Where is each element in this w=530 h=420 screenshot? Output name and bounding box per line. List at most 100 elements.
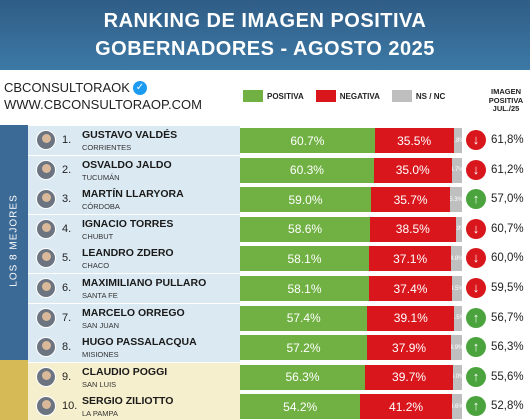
governor-province: SAN LUIS [82,380,116,389]
positive-bar: 58.6% [240,217,370,242]
positive-bar: 60.3% [240,158,374,183]
governor-avatar [36,219,56,239]
nsnc-bar: 2.9% [456,217,462,242]
governor-province: CHACO [82,261,109,270]
governor-avatar [36,367,56,387]
legend-positive: POSITIVA [243,90,304,102]
rank-number: 3. [62,193,71,205]
governor-name: MAXIMILIANO PULLARO [82,277,206,289]
governor-province: CÓRDOBA [82,202,120,211]
title-line-1: RANKING DE IMAGEN POSITIVA [0,10,530,33]
title-line-2: GOBERNADORES - AGOSTO 2025 [0,38,530,61]
governor-province: CORRIENTES [82,143,131,152]
governor-avatar [36,130,56,150]
legend-negative: NEGATIVA [316,90,380,102]
nsnc-bar: 4.6% [452,394,462,419]
governor-name: MARCELO ORREGO [82,307,185,319]
negative-bar: 41.2% [360,394,451,419]
legend: POSITIVA NEGATIVA NS / NC [243,90,457,102]
arrow-down-icon: ↓ [466,130,486,150]
nsnc-bar: 4.0% [453,365,462,390]
governor-province: MISIONES [82,350,119,359]
arrow-down-icon: ↓ [466,219,486,239]
governor-name: CLAUDIO POGGI [82,366,167,378]
rank-number: 9. [62,371,71,383]
legend-nsnc: NS / NC [392,90,445,102]
rank-number: 7. [62,312,71,324]
arrow-up-icon: ↑ [466,189,486,209]
negative-bar: 35.0% [374,158,452,183]
previous-score-header-line3: JUL./25 [482,105,530,114]
governor-avatar [36,308,56,328]
previous-positive-score: 56,7% [491,312,524,324]
nsnc-bar: 4.7% [452,158,462,183]
governor-province: LA PAMPA [82,409,118,418]
governor-avatar [36,160,56,180]
legend-nsnc-swatch [392,90,412,102]
arrow-up-icon: ↑ [466,308,486,328]
rank-number: 2. [62,164,71,176]
rank-number: 4. [62,223,71,235]
nsnc-bar: 3.5% [454,306,462,331]
negative-bar: 39.7% [365,365,453,390]
governor-name: MARTÍN LLARYORA [82,188,184,200]
legend-positive-swatch [243,90,263,102]
negative-bar: 38.5% [370,217,455,242]
brand-handle-text: CBCONSULTORAOK [4,80,130,95]
previous-positive-score: 60,0% [491,252,524,264]
governor-name: OSVALDO JALDO [82,159,172,171]
governor-province: CHUBUT [82,232,113,241]
rank-number: 6. [62,282,71,294]
previous-score-header: IMAGEN POSITIVA JUL./25 [482,88,530,114]
governor-name: LEANDRO ZDERO [82,247,174,259]
governor-name: HUGO PASSALACQUA [82,336,197,348]
governor-name: SERGIO ZILIOTTO [82,395,173,407]
governor-avatar [36,278,56,298]
governor-name: GUSTAVO VALDÉS [82,129,177,141]
previous-positive-score: 52,8% [491,400,524,412]
nsnc-bar: 3.8% [454,128,462,153]
governor-province: SAN JUAN [82,321,119,330]
negative-bar: 37.1% [369,246,451,271]
bottom-sidebar [0,360,28,420]
previous-positive-score: 57,0% [491,193,524,205]
positive-bar: 60.7% [240,128,375,153]
rank-number: 8. [62,341,71,353]
nsnc-bar: 4.5% [452,276,462,301]
side-label-text: LOS 8 MEJORES [9,194,20,286]
nsnc-bar: 4.8% [451,246,462,271]
negative-bar: 37.9% [367,335,451,360]
side-label: LOS 8 MEJORES [2,165,26,315]
negative-bar: 35.7% [371,187,450,212]
negative-bar: 35.5% [375,128,454,153]
governor-province: TUCUMÁN [82,173,120,182]
previous-positive-score: 60,7% [491,223,524,235]
legend-negative-swatch [316,90,336,102]
positive-bar: 58.1% [240,276,369,301]
nsnc-bar: 5.3% [450,187,462,212]
verified-badge-icon: ✓ [133,81,147,95]
governor-name: IGNACIO TORRES [82,218,173,230]
previous-positive-score: 56,3% [491,341,524,353]
arrow-down-icon: ↓ [466,160,486,180]
legend-positive-label: POSITIVA [267,92,304,101]
brand-website: WWW.CBCONSULTORAOP.COM [4,97,202,112]
arrow-up-icon: ↑ [466,337,486,357]
arrow-down-icon: ↓ [466,248,486,268]
header-banner: RANKING DE IMAGEN POSITIVA GOBERNADORES … [0,0,530,70]
governor-province: SANTA FE [82,291,118,300]
nsnc-bar: 4.9% [451,335,462,360]
arrow-up-icon: ↑ [466,367,486,387]
positive-bar: 57.4% [240,306,367,331]
positive-bar: 56.3% [240,365,365,390]
rank-number: 5. [62,252,71,264]
previous-positive-score: 61,2% [491,164,524,176]
brand-handle: CBCONSULTORAOK ✓ [4,80,147,95]
rank-number: 1. [62,134,71,146]
previous-positive-score: 61,8% [491,134,524,146]
rank-number: 10. [62,400,77,412]
legend-nsnc-label: NS / NC [416,92,445,101]
positive-bar: 58.1% [240,246,369,271]
previous-positive-score: 59,5% [491,282,524,294]
positive-bar: 59.0% [240,187,371,212]
